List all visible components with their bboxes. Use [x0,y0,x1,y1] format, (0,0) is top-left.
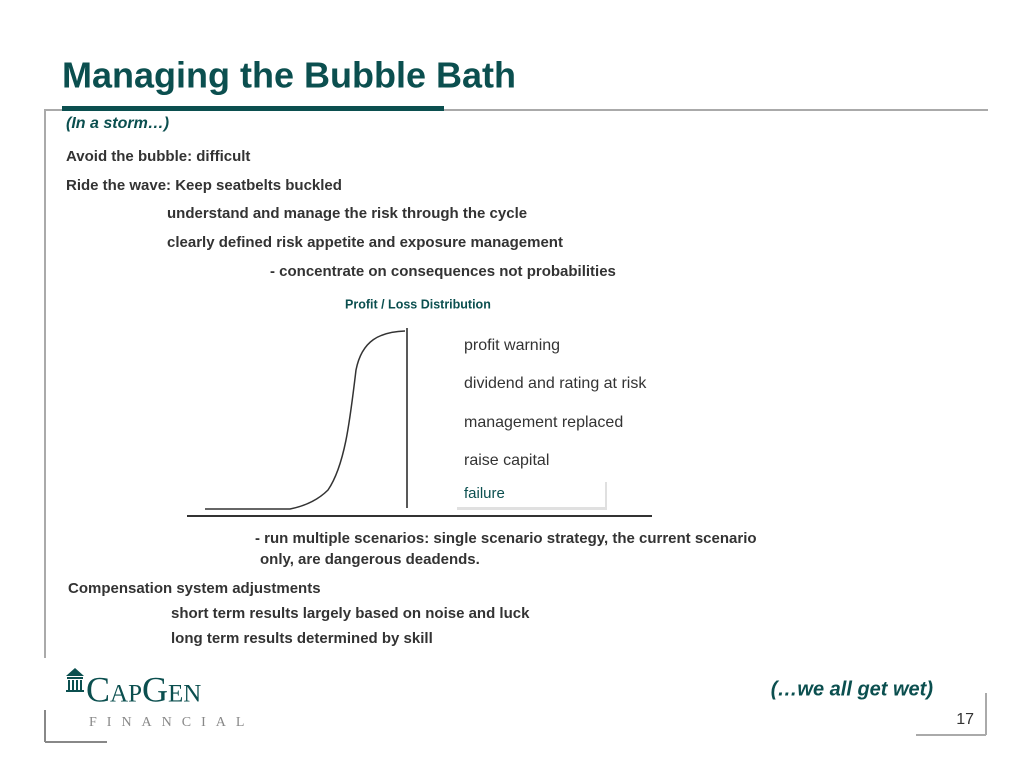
diagram-title: Profit / Loss Distribution [345,297,491,311]
logo-subtext: FINANCIAL [89,715,254,730]
outcome-label: management replaced [464,414,623,431]
outcome-label: raise capital [464,452,549,469]
scenario-text: - run multiple scenarios: single scenari… [255,530,757,547]
title: Managing the Bubble Bath [62,55,516,96]
failure-box [455,479,605,507]
outcome-label: failure [464,485,505,502]
scenario-text: only, are dangerous deadends. [260,551,480,568]
bullet: clearly defined risk appetite and exposu… [167,234,563,251]
bullet: - concentrate on consequences not probab… [270,263,616,280]
subtitle: (In a storm…) [66,115,169,132]
bullet: understand and manage the risk through t… [167,205,527,222]
distribution-curve [205,330,406,510]
title-bar [62,106,444,111]
outcome-label: dividend and rating at risk [464,375,647,392]
compensation-item: long term results determined by skill [171,630,433,647]
bullet: Avoid the bubble: difficult [66,148,250,165]
bullet: Ride the wave: Keep seatbelts buckled [66,177,342,194]
compensation-heading: Compensation system adjustments [68,580,321,597]
outcome-label: profit warning [464,337,560,354]
tagline: (…we all get wet) [771,678,934,700]
compensation-item: short term results largely based on nois… [171,605,530,622]
logo-icon [66,668,84,692]
page-number: 17 [956,711,974,728]
logo-text: CapGen [86,669,201,709]
